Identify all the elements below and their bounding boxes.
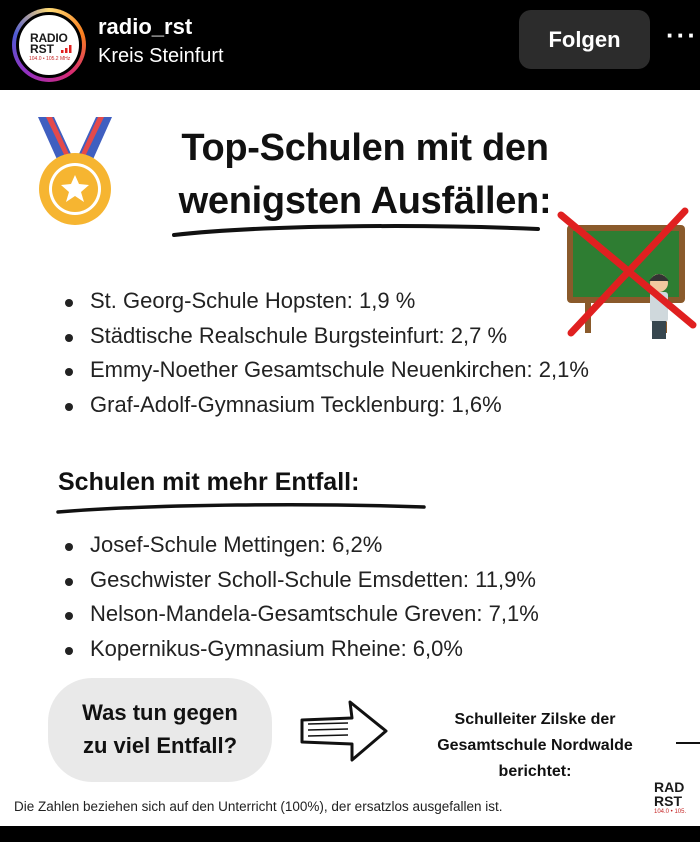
question-line-2: zu viel Entfall?: [82, 733, 238, 758]
avatar-logo-line2: RST: [30, 42, 54, 56]
corner-logo-line1: RAD: [654, 779, 685, 795]
avatar-logo-frequency: 104.0 • 105.2 MHz: [29, 56, 71, 62]
list-item: Graf-Adolf-Gymnasium Tecklenburg: 1,6%: [62, 388, 589, 423]
top-schools-list: St. Georg-Schule Hopsten: 1,9 % Städtisc…: [62, 284, 589, 422]
post-image[interactable]: Top-Schulen mit den wenigsten Ausfällen:…: [0, 90, 700, 826]
title-line-1: Top-Schulen mit den: [181, 127, 549, 169]
more-options-icon[interactable]: ···: [666, 20, 698, 50]
footnote: Die Zahlen beziehen sich auf den Unterri…: [14, 799, 503, 814]
list-item: Josef-Schule Mettingen: 6,2%: [62, 528, 539, 563]
question-text: Was tun gegen zu viel Entfall?: [48, 696, 272, 762]
radio-logo: RAD RST 104.0 • 105.: [654, 779, 700, 819]
principal-text: Schulleiter Zilske der Gesamtschule Nord…: [410, 707, 660, 785]
signal-bars-icon: [61, 45, 72, 53]
page-title: Top-Schulen mit den wenigsten Ausfällen:: [150, 122, 580, 228]
list-item: Städtische Realschule Burgsteinfurt: 2,7…: [62, 319, 589, 354]
username[interactable]: radio_rst: [98, 14, 193, 39]
avatar[interactable]: RADIO RST 104.0 • 105.2 MHz: [16, 12, 82, 78]
corner-logo-line2: RST: [654, 793, 682, 809]
title-line-2: wenigsten Ausfällen:: [178, 180, 552, 222]
question-line-1: Was tun gegen: [82, 700, 238, 725]
arrow-right-icon: [300, 700, 388, 762]
follow-button[interactable]: Folgen: [519, 10, 650, 69]
title-underline: [172, 224, 540, 237]
medal-icon: [38, 117, 112, 225]
crossed-blackboard-icon: [557, 207, 697, 339]
list-item: Kopernikus-Gymnasium Rheine: 6,0%: [62, 632, 539, 667]
corner-logo-frequency: 104.0 • 105.: [654, 809, 687, 815]
question-bubble: [48, 678, 272, 782]
principal-line-1: Schulleiter Zilske der: [454, 711, 616, 728]
list-item: Emmy-Noether Gesamtschule Neuenkirchen: …: [62, 353, 589, 388]
location-label[interactable]: Kreis Steinfurt: [98, 45, 224, 67]
list-item: Geschwister Scholl-Schule Emsdetten: 11,…: [62, 563, 539, 598]
more-schools-list: Josef-Schule Mettingen: 6,2% Geschwister…: [62, 528, 539, 666]
principal-line-3: berichtet:: [498, 763, 572, 780]
post-header: RADIO RST 104.0 • 105.2 MHz radio_rst Kr…: [0, 0, 700, 90]
section-underline: [56, 502, 426, 514]
list-item: St. Georg-Schule Hopsten: 1,9 %: [62, 284, 589, 319]
section-title: Schulen mit mehr Entfall:: [58, 468, 360, 496]
divider: [676, 742, 700, 744]
avatar-logo-line1: RADIO: [30, 31, 68, 45]
bottom-bar: [0, 826, 700, 842]
principal-line-2: Gesamtschule Nordwalde: [437, 737, 633, 754]
profile-avatar-ring[interactable]: RADIO RST 104.0 • 105.2 MHz: [12, 8, 86, 82]
list-item: Nelson-Mandela-Gesamtschule Greven: 7,1%: [62, 597, 539, 632]
